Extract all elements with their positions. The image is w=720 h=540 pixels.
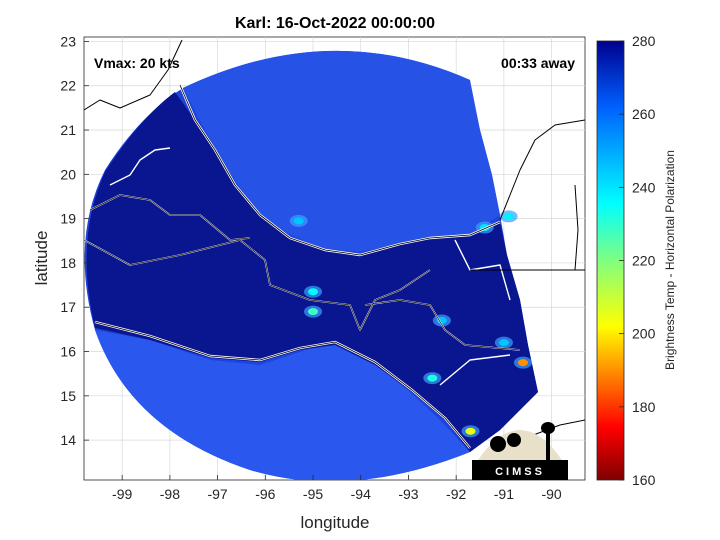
x-tick-label: -93 xyxy=(398,486,418,502)
colorbar-ticks: 160 180 200 220 240 260 280 xyxy=(619,33,656,488)
x-tick-label: -98 xyxy=(160,486,180,502)
y-tick-label: 21 xyxy=(60,122,76,138)
hotspot xyxy=(308,308,319,316)
hotspot xyxy=(436,317,447,325)
hotspot xyxy=(293,217,304,225)
colorbar-tick-label: 240 xyxy=(632,179,656,195)
y-ticks: 14 15 16 17 18 19 20 21 22 23 xyxy=(60,33,89,448)
x-tick-label: -94 xyxy=(351,486,371,502)
x-tick-label: -91 xyxy=(494,486,514,502)
hotspot xyxy=(427,374,438,382)
y-tick-label: 15 xyxy=(60,388,76,404)
colorbar: 160 180 200 220 240 260 280 Brightness Temp - … xyxy=(596,33,677,488)
x-tick-label: -92 xyxy=(446,486,466,502)
x-axis-label: longitude xyxy=(300,513,369,532)
vmax-annotation: Vmax: 20 kts xyxy=(94,55,180,71)
pacific-water xyxy=(95,330,470,480)
coastlines xyxy=(84,39,585,449)
gulf-water xyxy=(183,50,500,253)
time-away-annotation: 00:33 away xyxy=(501,55,575,71)
y-tick-label: 19 xyxy=(60,211,76,227)
hotspots xyxy=(289,210,532,438)
chart-title: Karl: 16-Oct-2022 00:00:00 xyxy=(235,15,435,32)
hotspot xyxy=(308,288,319,296)
y-tick-label: 16 xyxy=(60,344,76,360)
x-tick-label: -99 xyxy=(112,486,132,502)
land-mexico xyxy=(86,92,539,452)
colorbar-tick-label: 220 xyxy=(632,253,656,269)
hotspot xyxy=(465,427,476,435)
colorbar-tick-label: 280 xyxy=(632,33,656,49)
x-tick-label: -96 xyxy=(255,486,275,502)
y-tick-label: 18 xyxy=(60,255,76,271)
colorbar-tick-label: 200 xyxy=(632,326,656,342)
colorbar-tick-label: 160 xyxy=(632,472,656,488)
x-tick-label: -90 xyxy=(541,486,561,502)
hotspot xyxy=(517,359,528,367)
cimss-logo-text: CIMSS xyxy=(495,466,545,478)
y-tick-label: 22 xyxy=(60,78,76,94)
colorbar-tick-label: 260 xyxy=(632,106,656,122)
cimss-logo: CIMSS xyxy=(472,422,568,480)
y-tick-label: 23 xyxy=(60,33,76,49)
y-axis-label: latitude xyxy=(32,231,51,286)
x-tick-label: -95 xyxy=(303,486,323,502)
hotspot xyxy=(503,212,514,220)
colorbar-tick-label: 180 xyxy=(632,399,656,415)
y-tick-label: 14 xyxy=(60,432,76,448)
x-ticks: -99 -98 -97 -96 -95 -94 -93 -92 -91 -90 xyxy=(112,475,562,502)
y-tick-label: 20 xyxy=(60,166,76,182)
y-tick-label: 17 xyxy=(60,299,76,315)
hotspot xyxy=(498,339,509,347)
x-tick-label: -97 xyxy=(207,486,227,502)
colorbar-label: Brightness Temp - Horizontal Polarizatio… xyxy=(663,150,677,370)
